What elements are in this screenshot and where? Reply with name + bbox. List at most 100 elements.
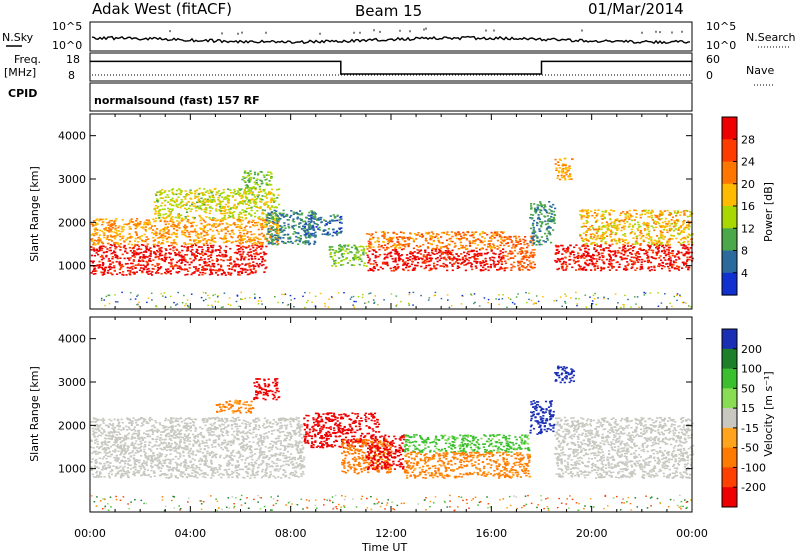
- power-cell: [336, 219, 339, 222]
- power-cell: [250, 265, 253, 267]
- power-cell: [261, 258, 264, 261]
- power-cell: [109, 219, 112, 222]
- power-cell: [365, 245, 368, 248]
- power-cell: [660, 264, 663, 267]
- nsky-tick-top: 10^5: [52, 20, 82, 33]
- power-cell: [248, 204, 251, 207]
- power-cell: [550, 213, 553, 215]
- power-cell: [93, 230, 96, 232]
- power-cell: [109, 249, 112, 252]
- power-cell: [279, 225, 282, 227]
- power-cell: [308, 236, 311, 238]
- power-cell: [252, 194, 256, 196]
- power-cell: [253, 212, 256, 214]
- power-cell: [362, 246, 365, 248]
- power-cell: [524, 267, 527, 269]
- power-cell: [211, 195, 214, 197]
- power-cell: [117, 226, 120, 229]
- power-cell: [197, 267, 200, 270]
- power-cell: [519, 260, 522, 263]
- power-cell: [102, 257, 105, 260]
- power-cell: [260, 241, 263, 244]
- power-cell: [174, 253, 177, 256]
- power-cell: [511, 240, 514, 242]
- power-cell: [605, 224, 608, 227]
- power-cell: [603, 225, 606, 228]
- power-cell: [431, 249, 434, 252]
- power-cell: [580, 216, 583, 218]
- power-cell: [271, 217, 274, 219]
- power-cell: [624, 239, 628, 241]
- power-cell: [526, 242, 529, 245]
- power-cell: [524, 250, 527, 252]
- power-cell: [265, 182, 268, 184]
- power-cell: [439, 242, 442, 244]
- power-cell: [582, 232, 585, 235]
- power-cell: [289, 236, 292, 239]
- power-cell: [310, 225, 313, 227]
- power-cell: [530, 217, 533, 220]
- power-cell: [168, 256, 171, 259]
- power-speckle: [241, 298, 244, 301]
- power-speckle: [614, 293, 617, 295]
- power-cell: [593, 254, 596, 257]
- power-cell: [510, 241, 513, 243]
- power-cell: [224, 255, 227, 258]
- power-cell: [541, 221, 544, 223]
- power-cell: [236, 263, 239, 266]
- power-cell: [424, 262, 427, 264]
- power-cell: [157, 212, 160, 215]
- power-cell: [584, 250, 587, 253]
- power-cell: [327, 221, 330, 224]
- power-cell: [630, 228, 633, 231]
- power-cell: [303, 223, 306, 226]
- power-cell: [660, 250, 664, 253]
- power-speckle: [184, 304, 186, 307]
- power-cell: [686, 215, 689, 218]
- power-cell: [385, 256, 388, 258]
- power-cell: [347, 245, 350, 247]
- power-cell: [176, 267, 179, 269]
- power-cell: [492, 244, 496, 247]
- power-cell: [206, 233, 209, 236]
- power-cell: [146, 223, 149, 226]
- power-cell: [277, 225, 280, 227]
- power-cell: [278, 188, 281, 190]
- power-speckle: [188, 306, 190, 308]
- power-cell: [122, 271, 125, 273]
- power-cell: [385, 238, 388, 241]
- power-cell: [649, 236, 652, 238]
- power-cell: [342, 252, 345, 255]
- power-cell: [202, 242, 205, 245]
- power-cell: [275, 238, 278, 241]
- power-cell: [622, 246, 625, 248]
- power-cell: [596, 254, 599, 257]
- power-cell: [255, 182, 258, 184]
- power-cell: [465, 263, 468, 266]
- power-cell: [171, 216, 174, 218]
- power-cell: [592, 263, 595, 265]
- power-cell: [571, 158, 574, 160]
- power-cell: [334, 231, 338, 234]
- power-cell: [414, 232, 417, 235]
- power-cell: [492, 246, 495, 248]
- power-cell: [670, 219, 673, 221]
- power-cell: [375, 256, 378, 258]
- power-cell: [610, 225, 613, 227]
- power-cell: [561, 176, 564, 179]
- power-speckle: [603, 297, 605, 300]
- power-cell: [250, 240, 253, 243]
- power-cell: [264, 201, 267, 204]
- power-cell: [340, 246, 343, 248]
- power-cell: [581, 210, 584, 213]
- power-cell: [521, 268, 524, 271]
- power-cell: [138, 259, 141, 261]
- power-cell: [247, 221, 250, 224]
- power-cell: [413, 269, 416, 271]
- power-cell: [449, 240, 452, 242]
- power-cell: [318, 226, 321, 229]
- power-cell: [240, 271, 244, 273]
- power-cell: [593, 265, 596, 268]
- power-cell: [554, 158, 557, 161]
- power-cell: [663, 246, 666, 249]
